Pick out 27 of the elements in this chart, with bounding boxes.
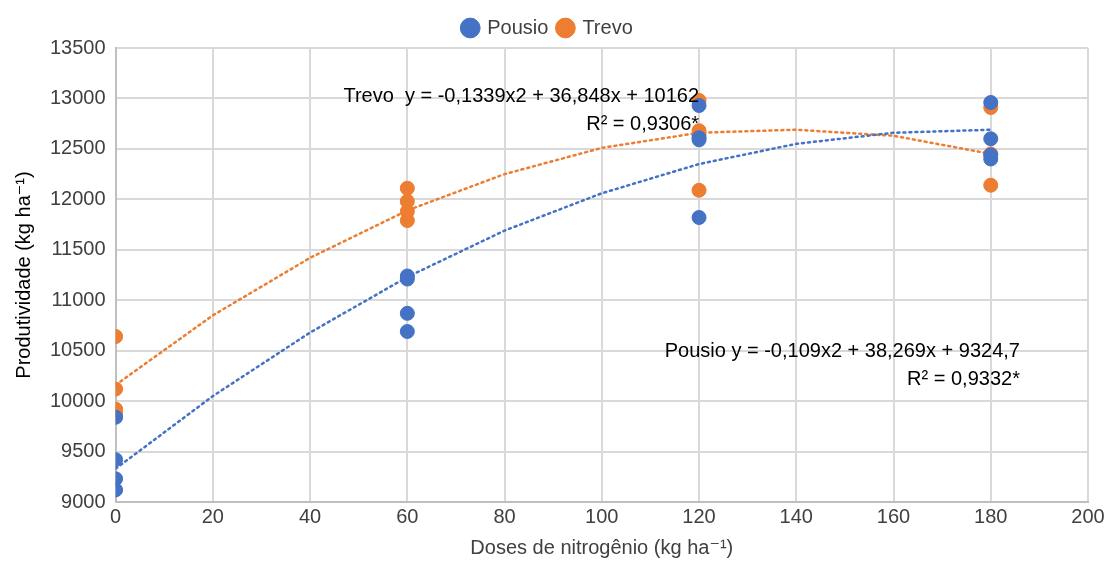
x-tick-label: 140 — [779, 504, 813, 527]
x-tick-label: 200 — [1071, 504, 1105, 527]
y-axis-title: Produtividade (kg ha⁻¹) — [11, 171, 34, 379]
x-tick-label: 180 — [974, 504, 1008, 527]
y-tick-label: 10500 — [49, 338, 106, 361]
y-tick-label: 11500 — [51, 237, 106, 260]
legend-label: Trevo — [582, 15, 633, 38]
y-tick-label: 13000 — [49, 85, 106, 108]
y-tick-label: 11000 — [51, 287, 106, 310]
y-tick-label: 12500 — [49, 136, 106, 159]
x-tick-label: 80 — [493, 504, 516, 527]
x-tick-label: 0 — [110, 504, 122, 527]
y-tick-label: 10000 — [49, 388, 106, 411]
y-tick-label: 9000 — [61, 489, 106, 512]
annotation: Trevo y = -0,1339x2 + 36,848x + 10162 R² = 0,9306* — [343, 83, 700, 134]
legend-label: Pousio — [487, 15, 549, 38]
y-tick-label: 9500 — [61, 439, 106, 462]
x-tick-label: 40 — [298, 504, 322, 527]
x-tick-label: 100 — [585, 504, 619, 527]
x-tick-label: 20 — [201, 504, 224, 527]
x-tick-label: 60 — [396, 504, 419, 527]
x-axis-title: Doses de nitrogênio (kg ha⁻¹) — [470, 535, 734, 558]
x-tick-label: 160 — [876, 504, 911, 527]
y-tick-label: 12000 — [49, 186, 106, 209]
annotation: Pousio y = -0,109x2 + 38,269x + 9324,7 R² = 0,9332* — [664, 338, 1021, 389]
x-tick-label: 120 — [682, 504, 716, 527]
y-tick-label: 13500 — [49, 35, 106, 58]
